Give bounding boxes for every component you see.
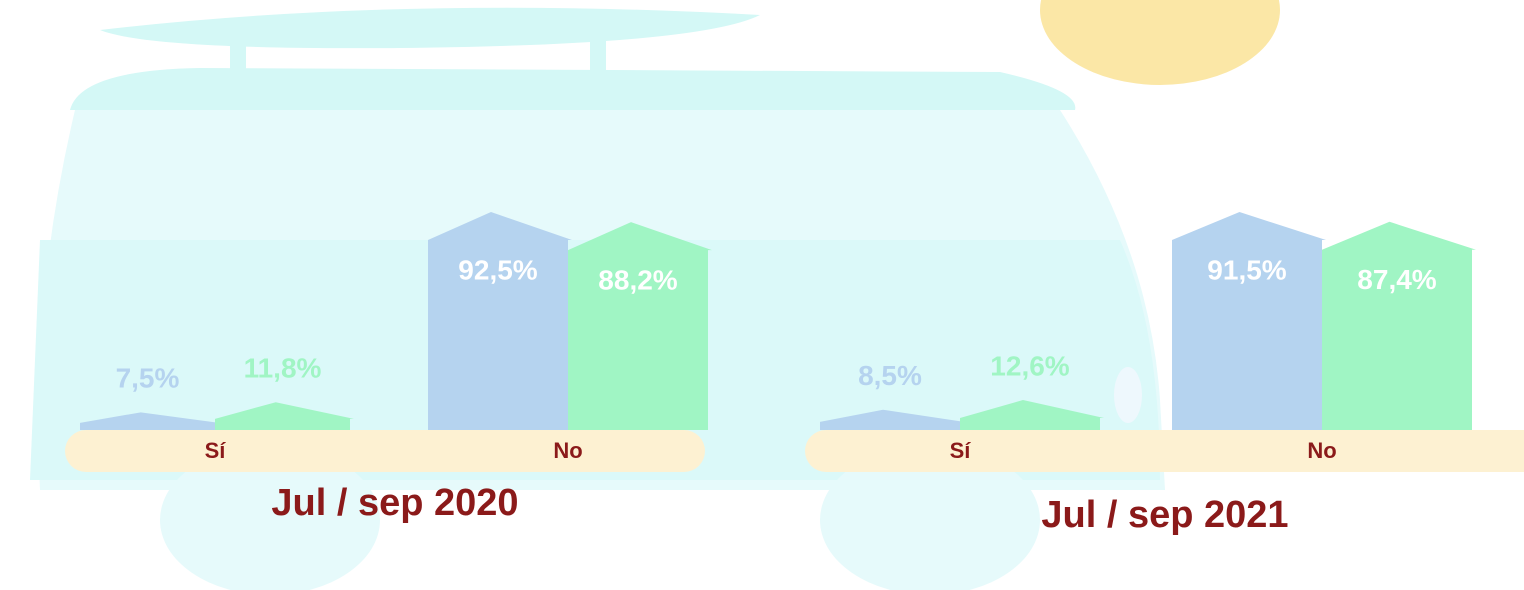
chart-title: Jul / sep 2020: [271, 482, 518, 524]
headlight: [1114, 367, 1142, 423]
category-band: [805, 430, 1524, 472]
category-label: Sí: [205, 438, 227, 463]
wheel: [820, 445, 1040, 590]
value-label: 87,4%: [1357, 264, 1436, 295]
bar: [1172, 212, 1326, 430]
bar: [1322, 221, 1476, 430]
sun: [1040, 0, 1280, 85]
rack: [590, 40, 606, 70]
rack: [230, 40, 246, 70]
van-roof: [70, 68, 1076, 110]
category-label: No: [553, 438, 582, 463]
bar: [80, 412, 219, 430]
value-label: 88,2%: [598, 265, 677, 296]
value-label: 11,8%: [244, 353, 322, 384]
bar: [215, 402, 354, 430]
value-label: 7,5%: [116, 363, 180, 394]
category-label: Sí: [950, 438, 972, 463]
chart-title: Jul / sep 2021: [1041, 494, 1288, 536]
value-label: 12,6%: [990, 350, 1069, 381]
bar: [568, 222, 712, 430]
value-label: 91,5%: [1207, 254, 1286, 285]
surfboard: [100, 7, 760, 49]
bar: [960, 399, 1104, 430]
wheel: [160, 445, 380, 590]
value-label: 92,5%: [458, 254, 537, 285]
bar: [428, 212, 572, 430]
category-band: [65, 430, 705, 472]
category-label: No: [1307, 438, 1336, 463]
value-label: 8,5%: [858, 360, 922, 391]
bar: [820, 409, 964, 430]
